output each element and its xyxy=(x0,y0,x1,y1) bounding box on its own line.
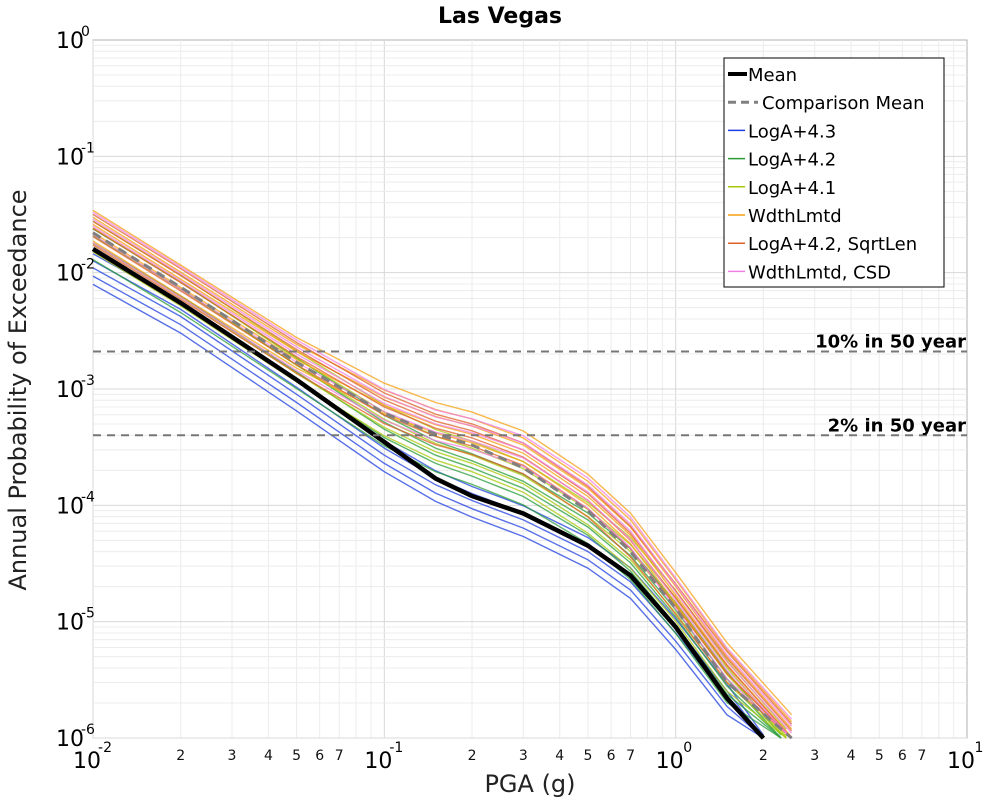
legend-entry: WdthLmtd, CSD xyxy=(748,262,891,283)
legend-entry: WdthLmtd xyxy=(748,206,842,227)
y-tick-label: 10 xyxy=(56,262,84,287)
x-minor-tick-label: 3 xyxy=(519,748,528,764)
mean-line xyxy=(91,246,766,740)
y-tick-label: 10 xyxy=(56,29,84,54)
series-line xyxy=(92,216,793,723)
x-minor-tick-label: 7 xyxy=(335,748,344,764)
x-minor-tick-label: 6 xyxy=(898,748,907,764)
x-minor-tick-label: 6 xyxy=(607,748,616,764)
y-tick-exponent: -4 xyxy=(81,489,95,505)
legend-entry: LogA+4.2 xyxy=(748,150,836,171)
legend-entry: Comparison Mean xyxy=(762,93,925,114)
x-minor-tick-label: 7 xyxy=(626,748,635,764)
x-minor-tick-label: 3 xyxy=(810,748,819,764)
legend-entry: Mean xyxy=(748,65,797,86)
comparison-mean-line xyxy=(92,231,793,740)
y-tick-exponent: -1 xyxy=(81,140,95,156)
series-line xyxy=(92,283,764,739)
x-tick-label: 10 xyxy=(364,749,392,774)
chart-title: Las Vegas xyxy=(438,4,562,29)
series-line xyxy=(92,240,793,739)
series-line xyxy=(92,220,793,732)
reference-line-label: 2% in 50 year xyxy=(828,415,966,436)
y-tick-label: 10 xyxy=(56,378,84,403)
grid xyxy=(92,40,967,739)
x-tick-exponent: 0 xyxy=(683,740,692,756)
legend-box xyxy=(723,57,945,288)
legend-entry: LogA+4.3 xyxy=(748,121,836,142)
x-minor-tick-label: 5 xyxy=(875,748,884,764)
x-minor-tick-label: 2 xyxy=(759,748,768,764)
x-tick-label: 10 xyxy=(947,749,975,774)
x-tick-label: 10 xyxy=(73,749,101,774)
y-tick-label: 10 xyxy=(56,494,84,519)
series-line xyxy=(92,209,793,716)
series-line xyxy=(92,259,782,739)
reference-line-label: 10% in 50 year xyxy=(815,332,966,353)
series-line xyxy=(92,213,793,725)
series-line xyxy=(92,227,793,739)
x-minor-tick-label: 6 xyxy=(315,748,324,764)
x-minor-tick-label: 7 xyxy=(917,748,926,764)
series-line xyxy=(92,225,793,734)
y-tick-label: 10 xyxy=(56,145,84,170)
series-line xyxy=(92,242,793,739)
y-tick-exponent: -5 xyxy=(81,606,95,622)
x-tick-exponent: -2 xyxy=(98,740,112,756)
series-line xyxy=(92,275,764,739)
y-tick-exponent: -6 xyxy=(81,722,95,738)
x-minor-tick-label: 4 xyxy=(847,748,856,764)
x-minor-tick-label: 3 xyxy=(228,748,237,764)
x-tick-exponent: 1 xyxy=(975,740,984,756)
y-tick-label: 10 xyxy=(56,727,84,752)
series-line xyxy=(92,218,793,727)
x-axis-label: PGA (g) xyxy=(484,770,575,798)
series-line xyxy=(92,232,793,738)
x-tick-label: 10 xyxy=(656,749,684,774)
legend-entry: LogA+4.1 xyxy=(748,178,836,199)
x-tick-exponent: -1 xyxy=(389,740,403,756)
y-axis-label: Annual Probability of Exceedance xyxy=(4,189,32,590)
y-tick-label: 10 xyxy=(56,611,84,636)
series-line xyxy=(92,211,793,720)
series-line xyxy=(92,223,793,730)
y-tick-exponent: 0 xyxy=(81,24,90,40)
y-tick-exponent: -2 xyxy=(81,257,95,273)
x-minor-tick-label: 5 xyxy=(584,748,593,764)
x-minor-tick-label: 2 xyxy=(468,748,477,764)
series-group xyxy=(91,209,793,740)
reference-lines: 10% in 50 year 2% in 50 year xyxy=(93,332,967,437)
x-minor-tick-label: 4 xyxy=(264,748,273,764)
legend-entry: LogA+4.2, SqrtLen xyxy=(748,234,917,255)
series-line xyxy=(92,244,793,739)
x-minor-tick-label: 2 xyxy=(176,748,185,764)
legend: Mean Comparison Mean LogA+4.3 LogA+4.2 LogA+… xyxy=(723,57,945,288)
x-minor-tick-label: 5 xyxy=(292,748,301,764)
x-minor-tick-label: 4 xyxy=(555,748,564,764)
y-tick-exponent: -3 xyxy=(81,373,95,389)
series-line xyxy=(92,242,782,739)
